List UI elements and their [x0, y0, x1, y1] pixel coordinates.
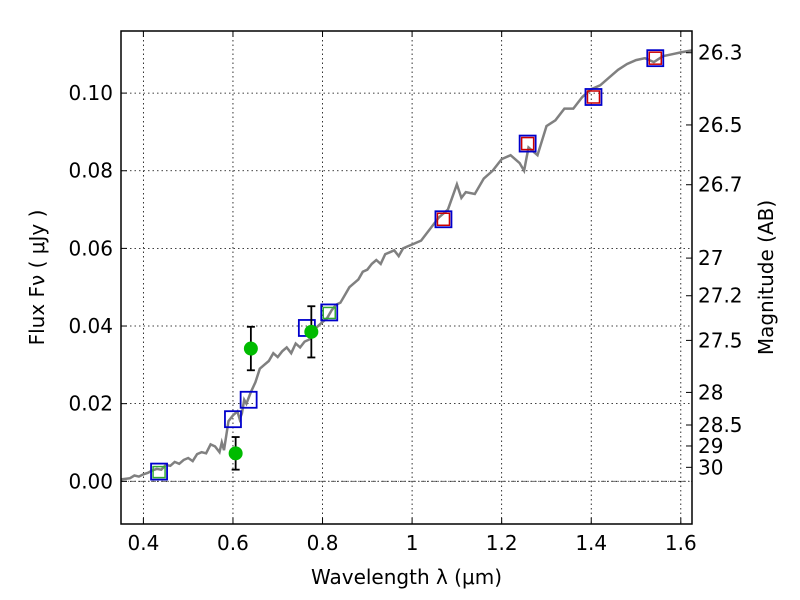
right-tick-label: 29: [698, 434, 723, 458]
model-square-red: [648, 51, 663, 65]
grid: [121, 31, 692, 524]
right-tick-label: 27.5: [698, 328, 743, 352]
x-tick-label: 1.6: [665, 531, 697, 555]
x-tick-label: 1.4: [575, 531, 607, 555]
model-square-red: [520, 136, 535, 151]
x-tick-label: 0.4: [127, 531, 159, 555]
x-tick-label: 0.8: [307, 531, 339, 555]
x-axis-label: Wavelength λ (μm): [311, 565, 502, 589]
y-tick-label: 0.02: [68, 392, 113, 416]
right-tick-label: 26.7: [698, 173, 743, 197]
right-tick-label: 30: [698, 455, 723, 479]
right-tick-label: 26.5: [698, 113, 743, 137]
photometry-square: [434, 210, 453, 229]
right-tick-label: 27: [698, 246, 723, 270]
model-square-red: [436, 212, 451, 227]
sed-line-path: [120, 49, 693, 481]
measured-flux-point: [243, 341, 258, 356]
y-tick-label: 0.10: [68, 81, 113, 105]
axis-ticks: 0.4 0.6 0.8 1 1.2 1.4 1.6 0.00 0.02 0.04 0.06 0.08 0…: [68, 31, 743, 555]
photometry-square: [150, 462, 168, 481]
right-tick-label: 28: [698, 380, 723, 404]
y-axis-label-left: Flux Fν ( μJy ): [25, 210, 49, 346]
model-square-green: [322, 306, 336, 320]
photometry-square: [320, 303, 339, 322]
photometry-square: [239, 390, 258, 409]
y-tick-label: 0.04: [68, 314, 113, 338]
model-square-red: [586, 90, 601, 104]
measured-flux-point: [228, 446, 243, 461]
right-tick-label: 28.5: [698, 413, 743, 437]
photometry-square: [646, 49, 665, 68]
plot-frame: [120, 30, 693, 525]
photometry-markers: [150, 49, 665, 481]
measured-flux-point: [304, 324, 319, 339]
x-tick-label: 0.6: [217, 531, 249, 555]
photometry-square: [518, 134, 537, 153]
right-tick-label: 27.2: [698, 284, 743, 308]
x-tick-label: 1.2: [486, 531, 518, 555]
photometry-square: [224, 410, 242, 429]
y-tick-label: 0.06: [68, 236, 113, 260]
y-tick-label: 0.08: [68, 159, 113, 183]
right-tick-label: 26.3: [698, 41, 743, 65]
y-tick-label: 0.00: [68, 469, 113, 493]
x-tick-label: 1: [406, 531, 419, 555]
photometry-square: [584, 88, 603, 106]
model-square-green: [152, 465, 166, 479]
y-axis-label-right: Magnitude (AB): [754, 200, 778, 355]
sed-model-line: [120, 49, 693, 481]
